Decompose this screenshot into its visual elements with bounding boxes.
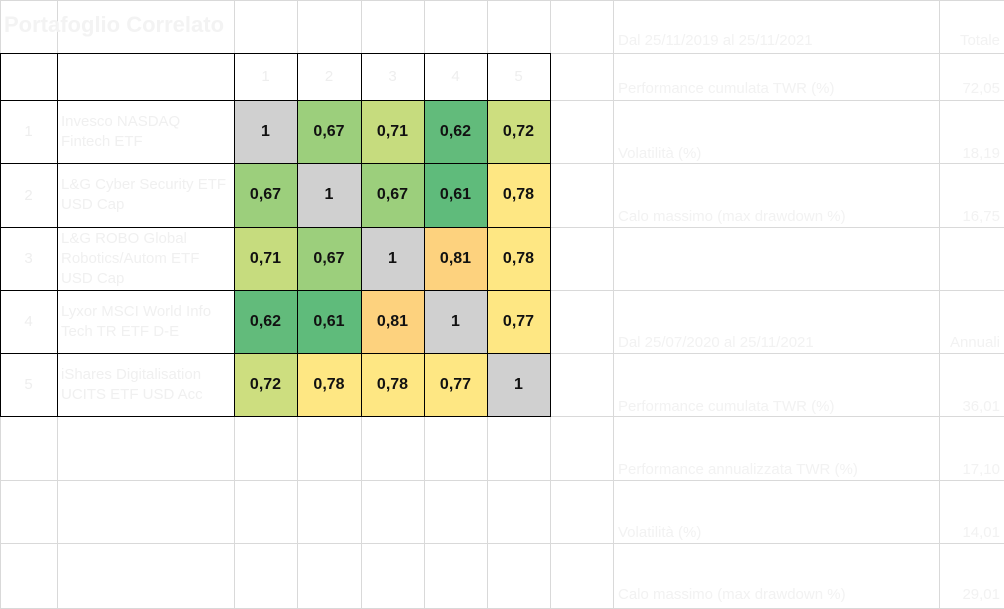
matrix-col-line [234,54,235,416]
column-header: 1 [261,68,270,85]
stat-value: 36,01 [962,398,1000,415]
matrix-row-line [1,353,550,354]
fund-name: L&G Cyber Security ETF USD Cap [61,176,227,213]
matrix-col-line [57,54,58,416]
correlation-cell[interactable]: 1 [487,353,550,416]
row-index: 5 [24,376,33,393]
correlation-cell[interactable]: 0,77 [424,353,487,416]
correlation-cell[interactable]: 1 [297,163,361,227]
stat-label: Calo massimo (max drawdown %) [618,208,846,225]
correlation-cell[interactable]: 1 [361,227,424,290]
correlation-matrix: 1 2 3 4 5 1 Invesco NASDAQ Fintech ETF 1 0,67 0,7… [0,53,551,417]
correlation-cell[interactable]: 0,77 [487,290,550,353]
stat-label: Performance annualizzata TWR (%) [618,461,858,478]
fund-name: Lyxor MSCI World Info Tech TR ETF D-E [61,302,212,340]
grid-line-horizontal [0,543,1004,544]
correlation-cell[interactable]: 1 [424,290,487,353]
correlation-cell[interactable]: 0,62 [424,100,487,163]
correlation-cell[interactable]: 1 [234,100,297,163]
stat-value: 29,01 [962,586,1000,603]
correlation-cell[interactable]: 0,72 [234,353,297,416]
stat-label: Volatilità (%) [618,524,702,541]
stat-value: 16,75 [962,208,1000,225]
stat-label: Performance cumulata TWR (%) [618,398,835,415]
stat-label: Calo massimo (max drawdown %) [618,586,846,603]
correlation-cell[interactable]: 0,81 [424,227,487,290]
matrix-row-line [1,100,550,101]
fund-name: L&G ROBO Global Robotics/Autom ETF USD C… [61,229,200,287]
correlation-cell[interactable]: 0,67 [234,163,297,227]
matrix-col-line [361,54,362,416]
correlation-cell[interactable]: 0,78 [297,353,361,416]
correlation-cell[interactable]: 0,78 [487,227,550,290]
matrix-row-line [1,290,550,291]
correlation-cell[interactable]: 0,71 [361,100,424,163]
stat-value: 72,05 [962,80,1000,97]
stat-label: Performance cumulata TWR (%) [618,80,835,97]
correlation-cell[interactable]: 0,78 [361,353,424,416]
stat-label: Dal 25/07/2020 al 25/11/2021 [618,334,814,351]
correlation-cell[interactable]: 0,71 [234,227,297,290]
fund-name: Invesco NASDAQ Fintech ETF [61,112,181,150]
stat-label: Dal 25/11/2019 al 25/11/2021 [618,32,813,49]
column-header: 3 [388,68,397,85]
matrix-col-line [487,54,488,416]
grid-line-horizontal [0,0,1004,1]
fund-name: iShares Digitalisation UCITS ETF USD Acc [61,365,203,403]
stat-value: 17,10 [962,461,1000,478]
correlation-cell[interactable]: 0,67 [361,163,424,227]
stat-value: Totale [959,32,1000,49]
column-header: 5 [514,68,523,85]
stat-value: 18,19 [962,145,1000,162]
correlation-cell[interactable]: 0,61 [297,290,361,353]
correlation-cell[interactable]: 0,67 [297,100,361,163]
grid-line-vertical [939,0,940,608]
matrix-col-line [424,54,425,416]
correlation-cell[interactable]: 0,81 [361,290,424,353]
stat-value: Annuali [949,334,1000,351]
grid-line-horizontal [0,480,1004,481]
row-index: 4 [24,313,33,330]
column-header: 4 [451,68,460,85]
matrix-row-line [1,163,550,164]
correlation-cell[interactable]: 0,78 [487,163,550,227]
column-header: 2 [324,68,334,85]
stat-label: Volatilità (%) [618,145,702,162]
correlation-cell[interactable]: 0,61 [424,163,487,227]
row-index: 2 [24,186,33,204]
matrix-row-line [1,227,550,228]
stat-value: 14,01 [962,524,1000,541]
grid-line-vertical [613,0,614,608]
row-index: 1 [24,123,33,140]
correlation-cell[interactable]: 0,62 [234,290,297,353]
correlation-cell[interactable]: 0,67 [297,227,361,290]
row-index: 3 [24,250,33,267]
correlation-cell[interactable]: 0,72 [487,100,550,163]
sheet-title: Portafoglio Correlato [4,12,225,37]
matrix-col-line [297,54,298,416]
